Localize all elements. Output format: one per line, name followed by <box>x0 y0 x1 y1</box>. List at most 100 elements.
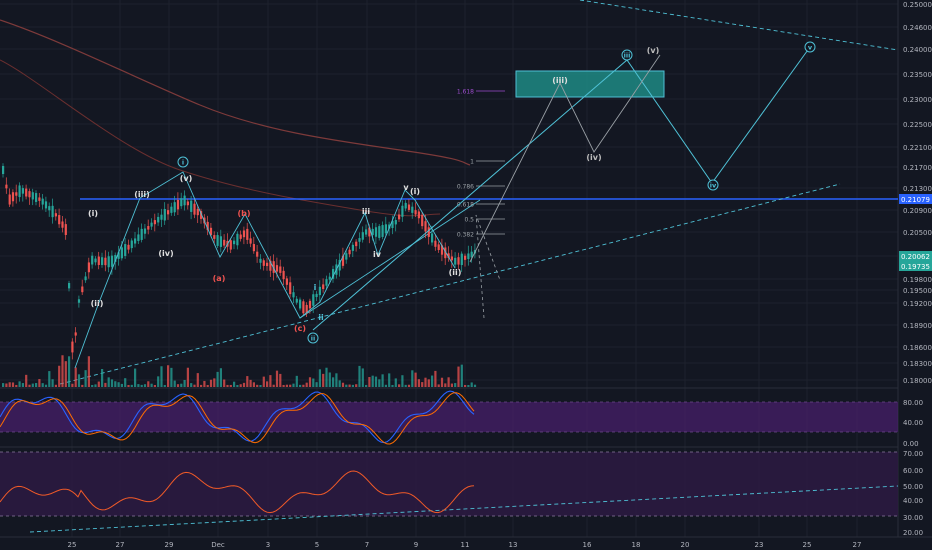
volume-bar <box>153 384 156 387</box>
candle-body <box>404 202 407 209</box>
candle-body <box>358 238 361 242</box>
candle-body <box>302 301 305 314</box>
wave-label: ii <box>318 313 324 322</box>
candle-body <box>147 226 150 230</box>
volume-bar <box>140 384 143 387</box>
volume-bar <box>216 371 219 387</box>
price-tick-label: 0.18000 <box>903 377 932 385</box>
candle-body <box>374 227 378 237</box>
candle-body <box>391 220 394 229</box>
time-tick-label: 16 <box>583 541 592 549</box>
price-badge-label: 0.21079 <box>901 196 930 204</box>
volume-bar <box>110 379 114 387</box>
candle-body <box>216 235 219 246</box>
time-tick-label: 13 <box>509 541 518 549</box>
volume-bar <box>424 377 427 387</box>
volume-bar <box>150 383 153 387</box>
fib-level-label: 0.382 <box>457 232 474 239</box>
volume-bar <box>186 367 189 387</box>
volume-bar <box>289 384 292 387</box>
volume-bar <box>236 384 239 387</box>
time-tick-label: Dec <box>211 541 225 549</box>
candle-body <box>285 278 288 285</box>
candle-body <box>167 210 170 215</box>
time-tick-label: 7 <box>365 541 369 549</box>
wave-label: (i) <box>88 209 98 218</box>
candle-body <box>48 206 51 211</box>
rsi-tick-label: 20.00 <box>903 529 923 537</box>
rsi-tick-label: 60.00 <box>903 467 923 475</box>
price-tick-label: 0.24600 <box>903 24 932 32</box>
candle-body <box>91 255 94 265</box>
volume-bar <box>256 384 259 387</box>
volume-bar <box>378 379 381 387</box>
volume-bar <box>147 381 150 387</box>
candle-body <box>407 204 411 210</box>
price-tick-label: 0.23000 <box>903 96 932 104</box>
candle-body <box>130 240 133 249</box>
wave-label: (ii) <box>91 299 104 308</box>
candle-body <box>381 225 384 237</box>
candle-body <box>5 184 8 189</box>
volume-bar <box>460 364 463 387</box>
candle-body <box>81 286 84 293</box>
volume-bar <box>91 384 94 387</box>
candle-body <box>328 276 331 280</box>
volume-bar <box>38 379 41 387</box>
price-tick-label: 0.21700 <box>903 164 932 172</box>
candle-body <box>41 198 44 205</box>
volume-bar <box>114 381 117 387</box>
volume-bar <box>335 373 338 387</box>
time-tick-label: 20 <box>681 541 690 549</box>
candle-body <box>457 257 460 265</box>
volume-bar <box>358 365 361 387</box>
candle-body <box>351 244 354 251</box>
volume-bar <box>196 373 199 387</box>
candle-body <box>140 228 143 240</box>
pane-borders <box>0 0 932 538</box>
volume-bar <box>269 375 272 387</box>
volume-bar <box>15 384 18 387</box>
candle-body <box>77 299 81 303</box>
volume-bar <box>97 381 100 387</box>
volume-bar <box>209 379 213 387</box>
price-tick-label: 0.22500 <box>903 121 932 129</box>
volume-bar <box>371 375 374 387</box>
volume-bar <box>444 383 447 387</box>
stoch-k-line <box>0 390 475 444</box>
volume-bar <box>394 378 397 387</box>
candle-body <box>31 192 34 200</box>
wave-dashed-projections <box>475 214 501 319</box>
volume-bar <box>246 376 249 387</box>
volume-bar <box>87 356 90 387</box>
volume-bar <box>467 384 470 387</box>
volume-bar <box>417 379 420 387</box>
fibonacci-levels: 1.618 1 0.786 0.618 0.5 0.382 <box>457 89 505 239</box>
candle-body <box>470 251 473 258</box>
candle-body <box>180 198 183 207</box>
volume-bar <box>101 369 104 387</box>
wave-circle-label: iv <box>710 182 717 190</box>
wave-circle-label: i <box>182 159 184 167</box>
rsi-tick-label: 50.00 <box>903 483 923 491</box>
candle-body <box>318 286 321 296</box>
candle-body <box>440 245 444 255</box>
candle-body <box>223 239 226 246</box>
candle-body <box>229 240 232 250</box>
candle-body <box>256 251 259 257</box>
volume-bar <box>414 372 417 387</box>
candle-body <box>401 205 404 217</box>
volume-bar <box>259 384 262 387</box>
candle-body <box>193 203 196 215</box>
candle-body <box>259 258 262 263</box>
price-badge <box>899 251 932 261</box>
moving-average-short <box>0 59 441 217</box>
candle-body <box>308 300 312 309</box>
candle-body <box>186 201 189 206</box>
price-tick-label: 0.20900 <box>903 207 932 215</box>
volume-bar <box>421 382 424 387</box>
candle-body <box>209 227 213 236</box>
target-box <box>515 70 665 98</box>
wave-circle <box>804 41 816 53</box>
volume-bar <box>322 373 325 387</box>
